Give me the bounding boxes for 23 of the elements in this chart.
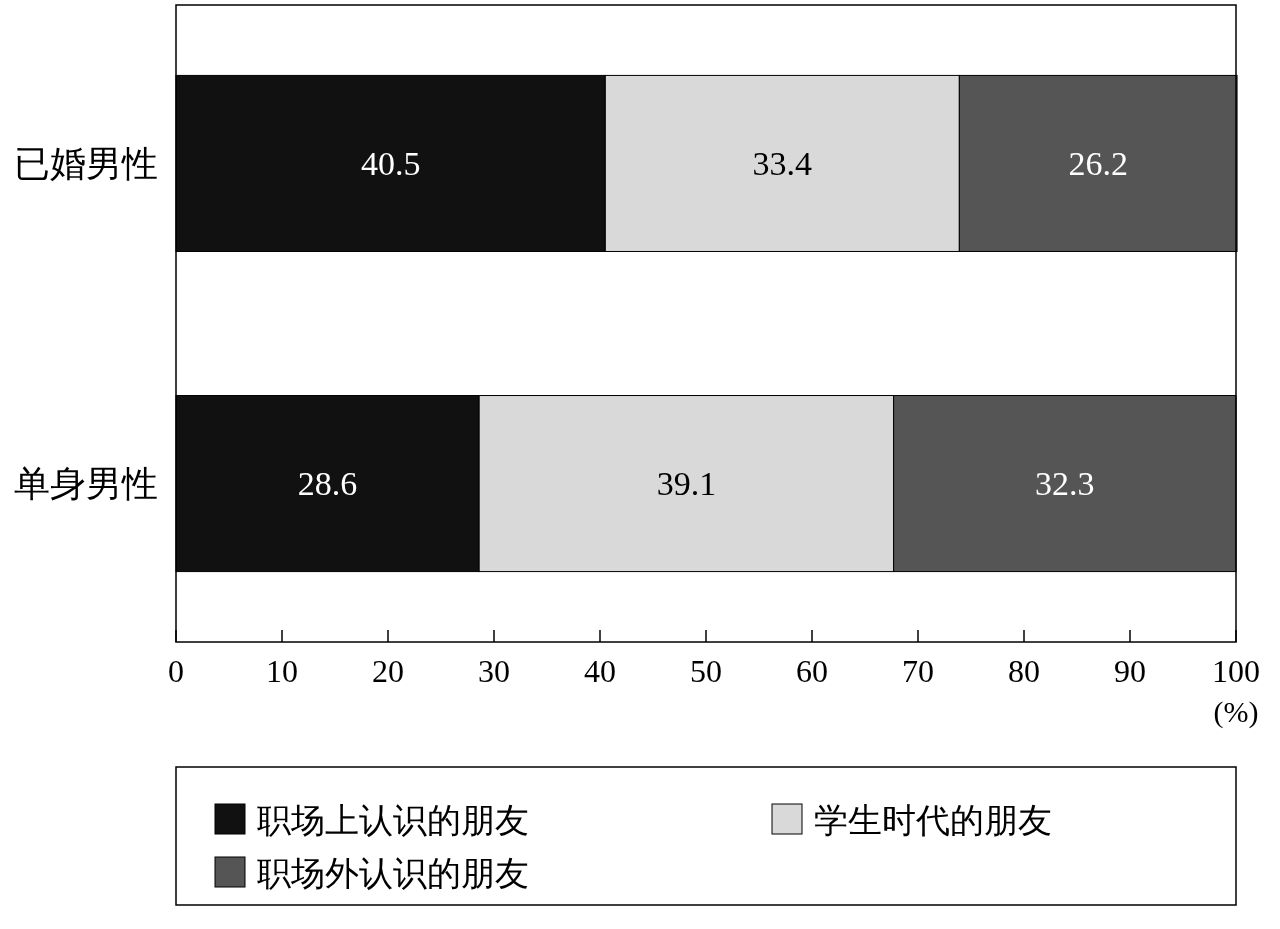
y-tick-label: 单身男性	[14, 464, 158, 505]
x-axis-title: (%)	[1213, 695, 1259, 729]
data-label: 39.1	[656, 465, 717, 503]
data-label: 40.5	[360, 145, 421, 183]
x-tick-label: 0	[168, 653, 184, 689]
x-tick-label: 30	[478, 653, 510, 689]
data-label: 26.2	[1068, 145, 1128, 183]
x-tick-label: 50	[690, 653, 722, 689]
x-tick-label: 20	[372, 653, 404, 689]
x-tick-label: 100	[1212, 653, 1260, 689]
legend-label: 学生时代的朋友	[814, 801, 1052, 839]
data-label: 32.3	[1035, 465, 1095, 503]
x-tick-label: 70	[902, 653, 934, 689]
x-tick-label: 60	[796, 653, 828, 689]
x-tick-label: 90	[1114, 653, 1146, 689]
x-tick-label: 40	[584, 653, 616, 689]
data-label: 28.6	[297, 465, 358, 503]
x-tick-label: 80	[1008, 653, 1040, 689]
legend-label: 职场外认识的朋友	[257, 854, 529, 892]
data-label: 33.4	[752, 145, 813, 183]
x-tick-label: 10	[266, 653, 298, 689]
y-tick-label: 已婚男性	[14, 144, 158, 185]
legend-label: 职场上认识的朋友	[257, 801, 529, 839]
